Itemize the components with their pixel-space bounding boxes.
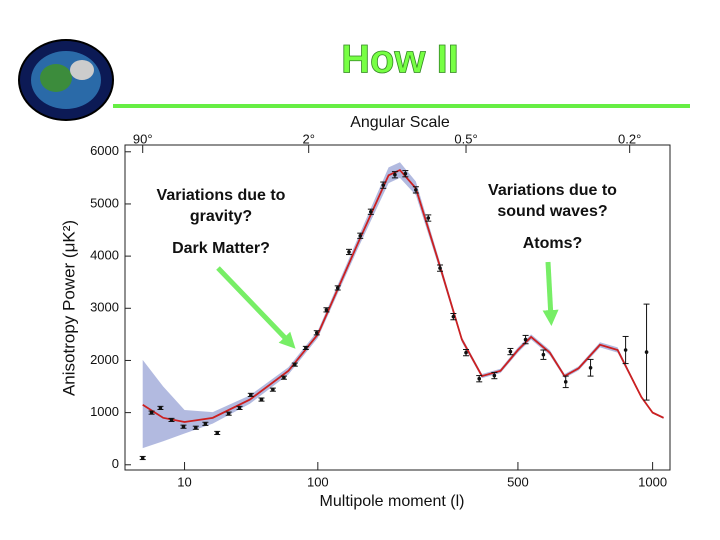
model-curve [142,168,664,423]
data-point [403,171,408,176]
data-point [314,331,319,335]
x2-tick-label: 0.2° [618,131,641,146]
data-point [259,397,264,402]
plot-area [142,162,664,449]
data-point [203,422,208,426]
data-point [193,425,198,430]
data-point [492,373,497,378]
x-tick-label: 1000 [638,474,667,489]
y-tick-label: 0 [112,456,119,471]
data-point [271,387,275,392]
data-point [358,233,363,238]
data-point [477,376,482,381]
uncertainty-band [142,162,664,449]
data-point [426,216,431,220]
arrow [542,261,559,326]
data-point [169,418,174,422]
data-point [149,410,154,415]
data-point [381,183,386,187]
data-point [293,362,297,367]
data-point [140,456,145,460]
y-tick-label: 6000 [90,143,119,158]
data-point [181,424,186,429]
data-point [523,337,528,342]
x-tick-label: 100 [307,474,329,489]
data-point [541,352,546,357]
y-axis-label: Anisotropy Power (μK²) [59,220,78,396]
data-point [438,266,442,270]
data-point [393,172,397,177]
annotation: Variations due to sound waves? [488,182,617,220]
data-point [644,350,649,354]
data-point [324,308,329,312]
plot-frame [124,144,671,471]
x2-tick-label: 0.5° [454,131,477,146]
y-tick-label: 2000 [90,352,119,367]
data-point [215,431,220,435]
y-tick-label: 5000 [90,195,119,210]
y-tick-label: 3000 [90,300,119,315]
x-axis-label: Multipole moment (l) [320,493,465,510]
x2-axis-label: Angular Scale [350,114,450,131]
arrow [216,266,296,349]
data-point [282,375,286,380]
data-point [414,188,418,192]
data-point [623,348,628,352]
data-point [248,393,253,397]
data-point [369,209,373,214]
annotation: Dark Matter? [172,240,270,257]
data-point [226,411,231,416]
data-point [563,380,568,384]
y-tick-label: 1000 [90,404,119,419]
x2-tick-label: 2° [302,131,314,146]
annotation: Atoms? [522,235,583,252]
annotation: Variations due to gravity? [156,187,286,225]
data-point [335,286,340,290]
data-point [508,349,513,354]
data-point [347,250,351,254]
slide-title: How II [341,38,459,82]
x-tick-label: 500 [507,474,529,489]
x-tick-label: 10 [177,474,191,489]
logo [18,39,114,121]
data-point [464,350,468,355]
y-tick-label: 4000 [90,248,119,263]
data-point [451,314,456,319]
data-point [158,406,163,410]
data-point [588,365,593,370]
data-point [237,406,242,410]
x2-tick-label: 90° [133,131,153,146]
data-point [304,346,308,350]
